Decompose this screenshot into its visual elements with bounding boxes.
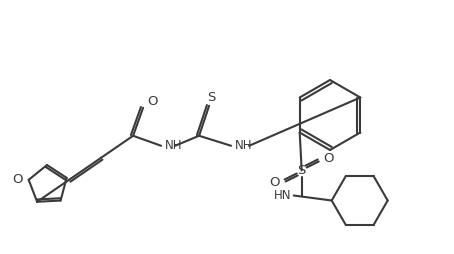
Text: O: O — [269, 176, 280, 189]
Text: NH: NH — [235, 139, 252, 152]
Text: O: O — [323, 152, 334, 165]
Text: S: S — [207, 91, 215, 104]
Text: O: O — [147, 95, 158, 108]
Text: HN: HN — [274, 189, 291, 202]
Text: S: S — [297, 164, 306, 177]
Text: O: O — [12, 173, 23, 186]
Text: NH: NH — [165, 139, 183, 152]
